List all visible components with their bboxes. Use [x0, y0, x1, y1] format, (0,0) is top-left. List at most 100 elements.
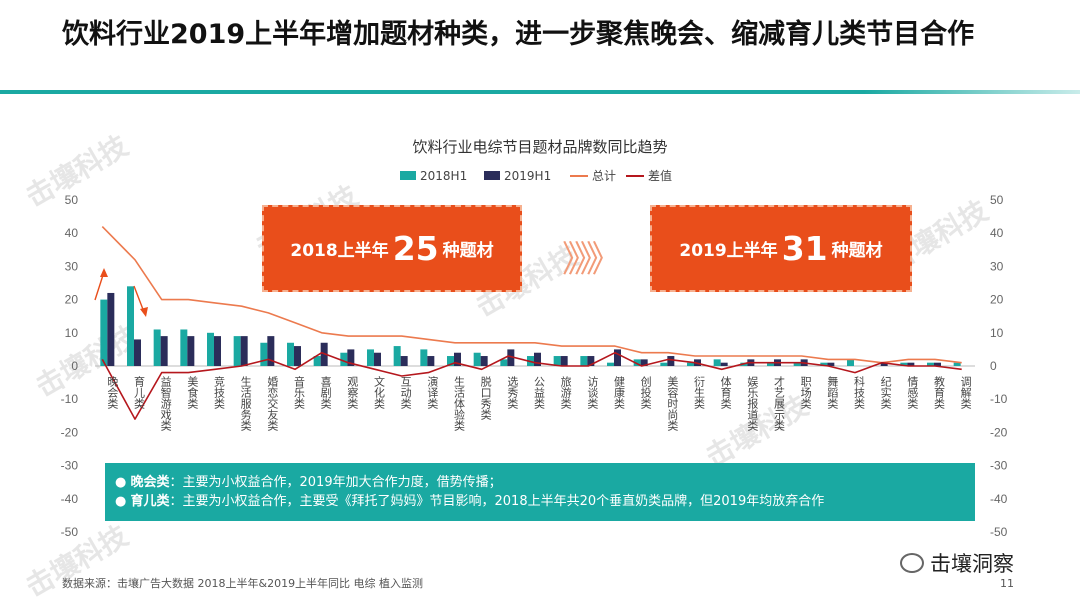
bar-2018H1 [207, 332, 214, 366]
bar-2019H1 [294, 346, 301, 366]
bar-2019H1 [187, 336, 195, 366]
y-tick-label-right: -30 [990, 459, 1008, 473]
bar-2018H1 [393, 346, 401, 366]
x-tick-label: 脱口秀类 [479, 375, 492, 421]
x-tick-label: 娱乐报道类 [746, 375, 759, 432]
x-tick-label: 美容时尚类 [666, 376, 679, 432]
x-tick-label: 生活体验类 [453, 375, 466, 432]
bar-2018H1 [447, 356, 454, 366]
bar-2019H1 [107, 292, 115, 366]
page-number: 11 [1000, 577, 1014, 590]
bar-2019H1 [374, 352, 381, 366]
x-tick-label: 科技类 [853, 375, 866, 410]
x-tick-label: 音乐类 [293, 375, 306, 410]
bar-2019H1 [214, 336, 221, 366]
bar-2018H1 [127, 286, 134, 366]
y-tick-label-right: 20 [990, 293, 1004, 307]
annotation-arrow-down [133, 285, 145, 313]
y-tick-label-right: -40 [990, 492, 1008, 506]
x-tick-label: 婚恋交友类 [266, 375, 279, 432]
bar-2018H1 [767, 362, 774, 366]
y-tick-label-left: -50 [61, 525, 79, 539]
x-tick-label: 健康类 [613, 376, 626, 410]
note-text: ：主要为小权益合作，主要受《拜托了妈妈》节目影响，2018上半年共20个垂直奶类… [169, 494, 825, 509]
callout-suffix: 种题材 [831, 241, 883, 261]
x-tick-label: 情感类 [906, 376, 919, 410]
chart-title: 饮料行业电综节目题材品牌数同比趋势 [412, 138, 668, 156]
wechat-icon [900, 553, 924, 573]
x-tick-label: 生活服务类 [239, 375, 252, 432]
legend-label: 2018H1 [420, 169, 467, 183]
y-tick-label-left: -20 [61, 425, 79, 439]
callout-number: 31 [781, 229, 828, 268]
bar-2018H1 [713, 359, 721, 366]
bar-2019H1 [827, 362, 835, 366]
x-tick-label: 育儿类 [133, 375, 146, 410]
bar-2019H1 [134, 339, 141, 366]
x-tick-label: 观察类 [346, 376, 359, 410]
bar-2019H1 [507, 349, 515, 366]
x-tick-label: 益智游戏类 [159, 375, 172, 432]
callout-2019: 2019上半年 31 种题材 [650, 205, 912, 292]
bar-2018H1 [100, 299, 108, 366]
brand: 击壤洞察 [900, 548, 1014, 578]
bar-2019H1 [587, 356, 595, 366]
bar-2019H1 [880, 362, 888, 366]
bar-2018H1 [553, 356, 561, 366]
bar-2019H1 [614, 349, 621, 366]
bar-2019H1 [160, 336, 168, 366]
legend-label: 总计 [592, 169, 616, 183]
y-tick-label-left: -30 [61, 459, 79, 473]
bar-2019H1 [934, 362, 941, 366]
y-tick-label-right: 50 [990, 193, 1004, 207]
bar-2018H1 [580, 356, 588, 366]
x-tick-label: 职场类 [799, 376, 812, 410]
y-tick-label-right: 30 [990, 259, 1004, 273]
bar-2018H1 [953, 362, 961, 366]
bar-2018H1 [687, 362, 694, 366]
legend-label: 2019H1 [504, 169, 551, 183]
x-tick-label: 公益类 [533, 376, 546, 410]
notes-box: ● 晚会类：主要为小权益合作，2019年加大合作力度，借势传播； ● 育儿类：主… [105, 463, 975, 521]
x-tick-label: 旅游类 [559, 375, 572, 410]
x-tick-label: 调解类 [959, 376, 972, 410]
x-tick-label: 选秀类 [506, 376, 519, 410]
bar-2018H1 [233, 336, 241, 366]
callout-suffix: 种题材 [442, 241, 494, 261]
bar-2019H1 [427, 356, 435, 366]
line-总计 [101, 226, 962, 364]
callout-2018: 2018上半年 25 种题材 [262, 205, 522, 292]
bar-2019H1 [907, 362, 915, 366]
bar-2018H1 [793, 362, 801, 366]
line-差值 [101, 351, 962, 420]
callout-prefix: 2019上半年 [679, 241, 778, 261]
annotation-arrow-up-head [100, 268, 108, 277]
y-tick-label-left: -40 [61, 492, 79, 506]
y-tick-label-left: 30 [65, 259, 79, 273]
legend-swatch [484, 171, 500, 180]
annotation-arrow-down-head [140, 307, 148, 317]
bar-2018H1 [900, 362, 908, 366]
bar-2019H1 [347, 349, 355, 366]
bar-2018H1 [340, 352, 348, 366]
y-tick-label-left: -10 [61, 392, 79, 406]
bar-2018H1 [633, 359, 641, 366]
note-item: ● 育儿类：主要为小权益合作，主要受《拜托了妈妈》节目影响，2018上半年共20… [115, 494, 825, 509]
y-tick-label-right: -50 [990, 525, 1008, 539]
bar-2018H1 [473, 352, 481, 366]
note-item: ● 晚会类：主要为小权益合作，2019年加大合作力度，借势传播； [115, 475, 502, 490]
callout-number: 25 [392, 229, 439, 268]
legend-label: 差值 [648, 168, 672, 183]
y-tick-label-left: 40 [65, 226, 79, 240]
page-title: 饮料行业2019上半年增加题材种类，进一步聚焦晚会、缩减育儿类节目合作 [62, 19, 975, 50]
y-tick-label-right: 10 [990, 326, 1004, 340]
bar-2019H1 [400, 356, 408, 366]
y-tick-label-left: 0 [71, 359, 78, 373]
bar-2018H1 [927, 362, 934, 366]
x-tick-label: 体育类 [719, 375, 732, 410]
legend-swatch [400, 171, 416, 180]
x-tick-label: 舞蹈类 [826, 376, 839, 410]
x-tick-label: 喜剧类 [319, 376, 332, 410]
note-key: 育儿类 [130, 494, 170, 509]
